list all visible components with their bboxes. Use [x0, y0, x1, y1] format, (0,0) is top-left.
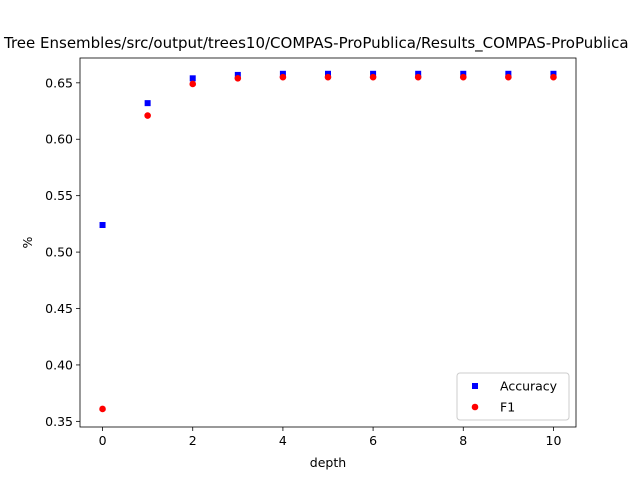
data-point-f1 — [189, 80, 197, 88]
legend-marker-accuracy — [472, 383, 478, 389]
x-tick-label: 10 — [546, 433, 562, 448]
legend-marker-f1 — [471, 403, 479, 411]
data-point-accuracy — [234, 71, 241, 78]
y-tick-label: 0.60 — [45, 132, 73, 147]
legend: Accuracy F1 — [456, 372, 570, 421]
chart-title: Tree Ensembles/src/output/trees10/COMPAS… — [3, 34, 629, 53]
x-axis-label: depth — [310, 455, 346, 470]
x-tick-label: 8 — [459, 433, 467, 448]
legend-label-f1: F1 — [500, 400, 515, 415]
x-tick-label: 6 — [369, 433, 377, 448]
data-point-accuracy — [460, 70, 467, 77]
data-point-f1 — [369, 73, 377, 81]
x-tick-label: 2 — [189, 433, 197, 448]
data-point-f1 — [505, 73, 512, 81]
data-marks — [99, 70, 557, 413]
data-point-accuracy — [325, 70, 331, 77]
data-point-accuracy — [189, 75, 196, 82]
data-point-accuracy — [415, 70, 422, 77]
y-tick-label: 0.40 — [45, 357, 73, 372]
x-tick-label: 4 — [279, 433, 287, 448]
y-tick-label: 0.55 — [45, 188, 73, 203]
data-point-f1 — [414, 73, 422, 81]
data-point-accuracy — [505, 70, 512, 77]
y-tick-label: 0.50 — [45, 245, 73, 260]
data-point-f1 — [99, 405, 106, 413]
data-point-f1 — [279, 73, 287, 81]
data-point-accuracy — [370, 70, 377, 77]
data-point-f1 — [459, 73, 467, 81]
plot-area — [80, 58, 576, 427]
data-point-accuracy — [279, 70, 286, 77]
axis-ticks: 0 2 4 6 8 10 0.35 0.40 0.45 0.50 0.55 0.60 0.65 — [45, 75, 561, 448]
legend-label-accuracy: Accuracy — [500, 379, 558, 394]
data-point-accuracy — [550, 70, 557, 77]
x-tick-label: 0 — [99, 433, 107, 448]
plot-frame — [79, 57, 577, 428]
y-tick-label: 0.45 — [45, 301, 73, 316]
legend-box — [456, 372, 570, 421]
y-axis-label: % — [20, 236, 35, 248]
data-point-accuracy — [144, 100, 151, 107]
y-tick-label: 0.35 — [45, 414, 73, 429]
data-point-f1 — [234, 75, 242, 82]
y-tick-label: 0.65 — [45, 75, 73, 90]
data-point-f1 — [144, 112, 151, 119]
data-point-f1 — [324, 73, 332, 81]
data-point-accuracy — [99, 222, 106, 229]
data-point-f1 — [550, 73, 557, 81]
